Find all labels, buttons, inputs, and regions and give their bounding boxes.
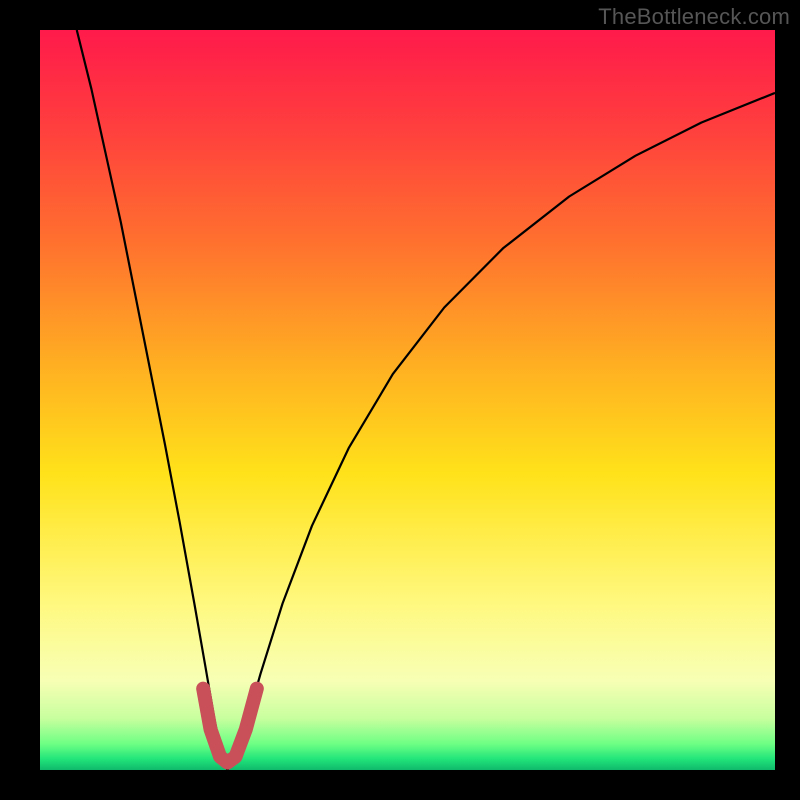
- plot-svg: [40, 30, 775, 770]
- watermark-text: TheBottleneck.com: [598, 4, 790, 30]
- plot-area: [40, 30, 775, 770]
- chart-frame: TheBottleneck.com: [0, 0, 800, 800]
